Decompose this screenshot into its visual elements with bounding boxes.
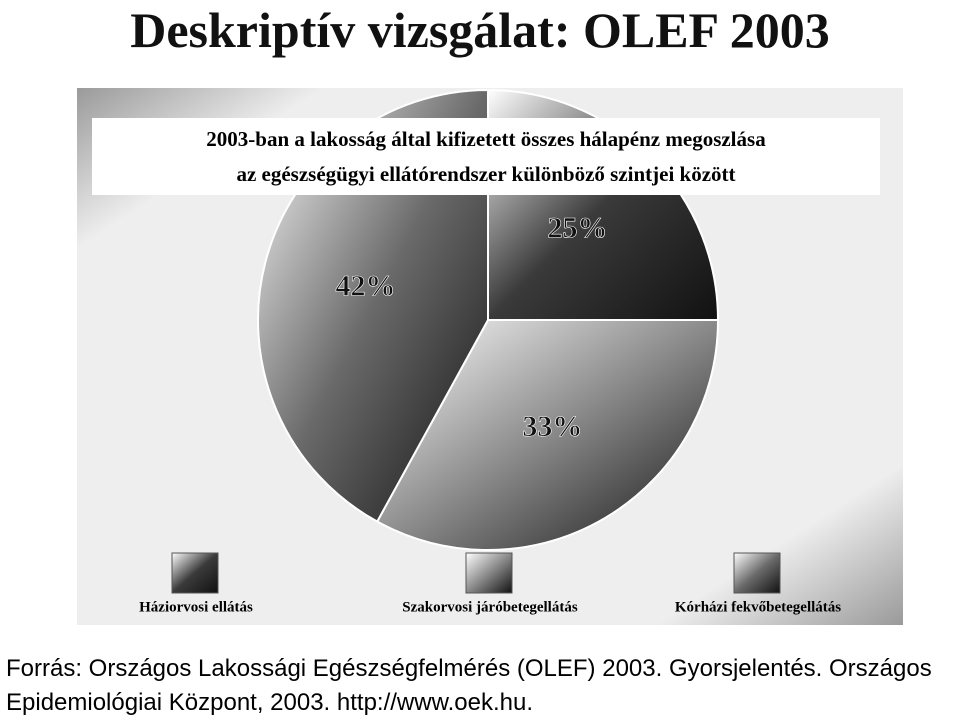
legend-label: Szakorvosi járóbetegellátás: [402, 599, 578, 615]
legend: Háziorvosi ellátás Szakorvosi járóbetegel…: [139, 552, 841, 615]
pie-slice: [375, 319, 720, 551]
source-note: Forrás: Országos Lakossági Egészségfelmé…: [6, 655, 932, 716]
legend-label: Háziorvosi ellátás: [139, 599, 253, 615]
legend-swatch: [171, 552, 219, 594]
pie: 25% 33% 42%: [257, 88, 720, 551]
slide-title: Deskriptív vizsgálat: OLEF 2003: [130, 2, 830, 58]
data-label: 33%: [522, 410, 582, 443]
legend-label: Kórházi fekvőbetegellátás: [675, 599, 841, 615]
data-label: 25%: [547, 211, 607, 244]
pie-slice: [257, 88, 489, 523]
chart-title-box: [92, 118, 880, 195]
chart-subtitle: az egészségügyi ellátórendszer különböző…: [236, 162, 735, 186]
legend-swatch: [733, 552, 781, 594]
chart: 25% 33% 42% 2003-ban a lakosság által kifi…: [77, 88, 903, 625]
legend-swatch: [465, 552, 513, 594]
chart-title: 2003-ban a lakosság által kifizetett öss…: [206, 127, 766, 151]
data-label: 42%: [335, 269, 395, 302]
